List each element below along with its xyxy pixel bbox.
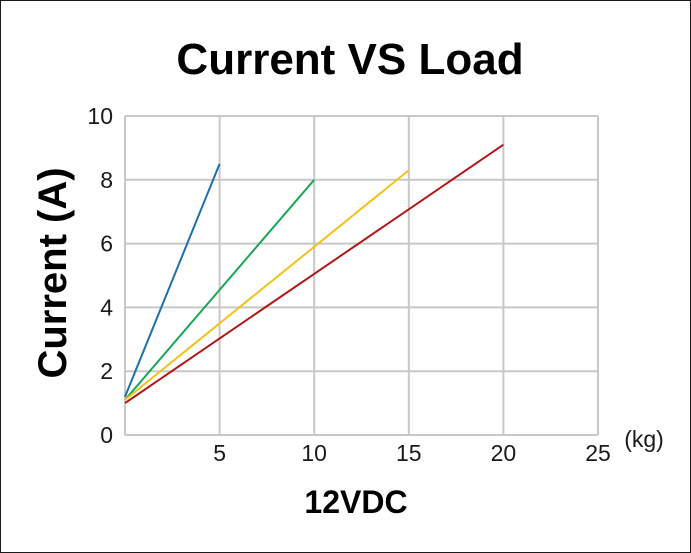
x-tick-label: 20 bbox=[491, 440, 517, 466]
grid bbox=[124, 115, 599, 436]
series-line-1 bbox=[124, 163, 221, 398]
chart-title: Current VS Load bbox=[176, 35, 523, 84]
x-tick-label: 10 bbox=[301, 440, 327, 466]
x-tick-label: 5 bbox=[213, 440, 226, 466]
x-tick-label: 25 bbox=[585, 440, 611, 466]
x-axis-unit: (kg) bbox=[624, 426, 664, 452]
series-line-4 bbox=[124, 143, 504, 404]
tick-labels: 0 2 4 6 8 10 5 10 15 20 25 bbox=[87, 103, 610, 466]
y-tick-label: 10 bbox=[87, 103, 113, 129]
y-tick-label: 2 bbox=[100, 358, 113, 384]
series-line-3 bbox=[124, 169, 410, 401]
y-axis-label: Current (A) bbox=[31, 167, 75, 378]
y-tick-label: 8 bbox=[100, 167, 113, 193]
series-lines bbox=[124, 143, 504, 404]
y-tick-label: 0 bbox=[100, 422, 113, 448]
y-tick-label: 6 bbox=[100, 231, 113, 257]
x-tick-label: 15 bbox=[396, 440, 422, 466]
x-axis-label: 12VDC bbox=[304, 484, 407, 520]
series-line-2 bbox=[124, 179, 315, 401]
y-tick-label: 4 bbox=[100, 294, 113, 320]
